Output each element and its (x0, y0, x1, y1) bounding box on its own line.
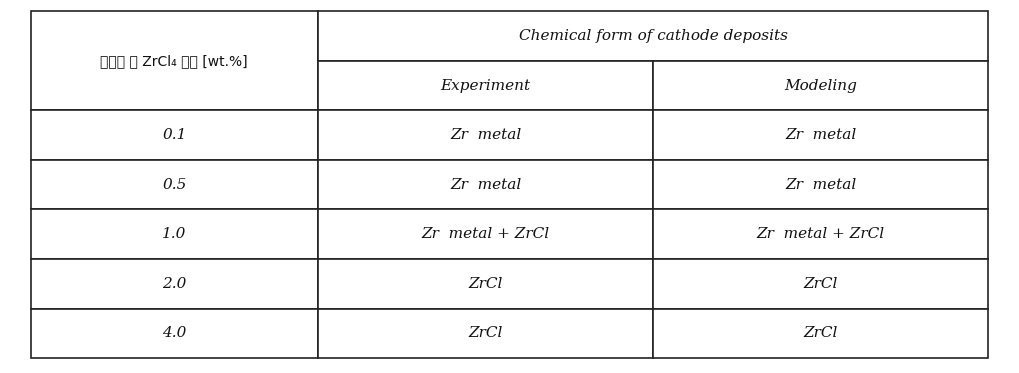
Text: Chemical form of cathode deposits: Chemical form of cathode deposits (519, 29, 788, 43)
Text: Zr  metal + ZrCl: Zr metal + ZrCl (422, 227, 549, 241)
Text: ZrCl: ZrCl (804, 326, 838, 340)
Bar (318, 61, 653, 110)
Text: 용융염 내 ZrCl₄ 농도 [wt.%]: 용융염 내 ZrCl₄ 농도 [wt.%] (101, 54, 248, 68)
Text: Zr  metal: Zr metal (786, 128, 856, 142)
Bar (653, 209, 988, 259)
Bar (31, 308, 318, 358)
Bar (31, 259, 318, 308)
Bar (653, 259, 988, 308)
Bar (31, 160, 318, 209)
Text: Zr  metal: Zr metal (450, 178, 521, 192)
Bar (31, 110, 318, 160)
Bar (318, 11, 988, 61)
Text: Modeling: Modeling (785, 79, 857, 93)
Bar (653, 308, 988, 358)
Text: Experiment: Experiment (440, 79, 531, 93)
Bar (31, 209, 318, 259)
Text: 0.5: 0.5 (162, 178, 186, 192)
Text: 1.0: 1.0 (162, 227, 186, 241)
Bar (653, 110, 988, 160)
Bar (653, 61, 988, 110)
Text: 4.0: 4.0 (162, 326, 186, 340)
Text: Zr  metal + ZrCl: Zr metal + ZrCl (757, 227, 884, 241)
Text: ZrCl: ZrCl (469, 326, 502, 340)
Text: ZrCl: ZrCl (469, 277, 502, 291)
Bar (318, 160, 653, 209)
Text: 0.1: 0.1 (162, 128, 186, 142)
Bar (653, 160, 988, 209)
Text: 2.0: 2.0 (162, 277, 186, 291)
Bar (318, 209, 653, 259)
Text: Zr  metal: Zr metal (450, 128, 521, 142)
Bar (318, 259, 653, 308)
Bar (31, 11, 318, 110)
Text: Zr  metal: Zr metal (786, 178, 856, 192)
Bar (318, 110, 653, 160)
Bar (318, 308, 653, 358)
Text: ZrCl: ZrCl (804, 277, 838, 291)
